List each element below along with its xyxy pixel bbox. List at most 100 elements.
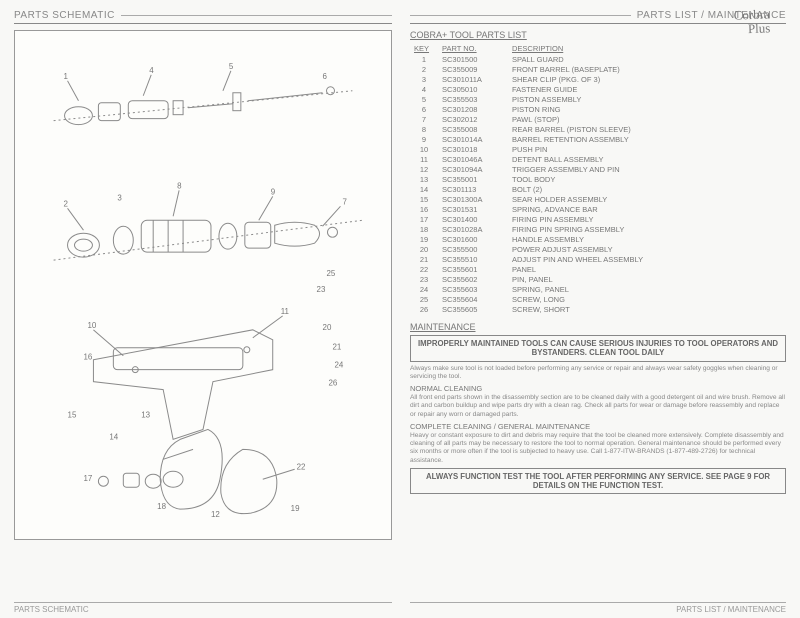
cell-key: 22 — [410, 264, 438, 274]
svg-text:23: 23 — [317, 285, 326, 294]
col-part: PART NO. — [438, 43, 508, 54]
schematic-svg: 1 4 5 6 2 3 8 9 7 10 11 20 21 24 26 13 1 — [15, 31, 391, 539]
cell-partno: SC355602 — [438, 274, 508, 284]
table-row: 22SC355601PANEL — [410, 264, 786, 274]
cell-key: 16 — [410, 204, 438, 214]
left-footer-text: PARTS SCHEMATIC — [14, 605, 89, 614]
cell-partno: SC355605 — [438, 304, 508, 314]
cell-partno: SC301300A — [438, 194, 508, 204]
cell-desc: DETENT BALL ASSEMBLY — [508, 154, 786, 164]
cell-desc: SPRING, ADVANCE BAR — [508, 204, 786, 214]
svg-text:7: 7 — [342, 197, 347, 206]
table-row: 11SC301046ADETENT BALL ASSEMBLY — [410, 154, 786, 164]
cell-key: 19 — [410, 234, 438, 244]
right-page: Corbra Plus PARTS LIST / MAINTENANCE COB… — [400, 0, 800, 618]
left-page: PARTS SCHEMATIC — [0, 0, 400, 618]
cell-partno: SC355603 — [438, 284, 508, 294]
cell-partno: SC301011A — [438, 74, 508, 84]
cell-partno: SC301500 — [438, 54, 508, 64]
cell-partno: SC301531 — [438, 204, 508, 214]
cell-key: 6 — [410, 104, 438, 114]
svg-text:17: 17 — [83, 474, 92, 483]
cell-key: 23 — [410, 274, 438, 284]
svg-text:16: 16 — [83, 353, 92, 362]
table-row: 3SC301011ASHEAR CLIP (PKG. OF 3) — [410, 74, 786, 84]
cell-key: 25 — [410, 294, 438, 304]
cell-partno: SC355009 — [438, 64, 508, 74]
cell-key: 5 — [410, 94, 438, 104]
table-row: 13SC355001TOOL BODY — [410, 174, 786, 184]
cell-desc: PAWL (STOP) — [508, 114, 786, 124]
cell-key: 21 — [410, 254, 438, 264]
cell-key: 12 — [410, 164, 438, 174]
left-title-text: PARTS SCHEMATIC — [14, 10, 115, 21]
cell-key: 17 — [410, 214, 438, 224]
right-section-title: PARTS LIST / MAINTENANCE — [410, 10, 786, 24]
right-footer: PARTS LIST / MAINTENANCE — [410, 602, 786, 614]
cell-key: 26 — [410, 304, 438, 314]
cell-partno: SC302012 — [438, 114, 508, 124]
maint-body-2: All front end parts shown in the disasse… — [410, 394, 786, 419]
parts-table: KEY PART NO. DESCRIPTION 1SC301500SPALL … — [410, 43, 786, 314]
cell-key: 14 — [410, 184, 438, 194]
svg-text:15: 15 — [68, 410, 77, 419]
cell-desc: SPRING, PANEL — [508, 284, 786, 294]
cell-partno: SC301113 — [438, 184, 508, 194]
cell-partno: SC355001 — [438, 174, 508, 184]
cell-key: 4 — [410, 84, 438, 94]
cell-partno: SC355604 — [438, 294, 508, 304]
svg-text:14: 14 — [109, 432, 118, 441]
cell-desc: SPALL GUARD — [508, 54, 786, 64]
table-row: 7SC302012PAWL (STOP) — [410, 114, 786, 124]
svg-text:9: 9 — [271, 187, 276, 196]
svg-text:22: 22 — [297, 462, 306, 471]
cell-partno: SC301046A — [438, 154, 508, 164]
svg-text:12: 12 — [211, 510, 220, 519]
svg-text:5: 5 — [229, 62, 234, 71]
cell-key: 15 — [410, 194, 438, 204]
cell-desc: PISTON ASSEMBLY — [508, 94, 786, 104]
cell-partno: SC301208 — [438, 104, 508, 114]
cell-partno: SC355500 — [438, 244, 508, 254]
cell-desc: SCREW, SHORT — [508, 304, 786, 314]
svg-text:19: 19 — [291, 504, 300, 513]
svg-text:25: 25 — [327, 269, 336, 278]
maint-body-3: Heavy or constant exposure to dirt and d… — [410, 432, 786, 465]
cell-key: 1 — [410, 54, 438, 64]
cell-desc: PISTON RING — [508, 104, 786, 114]
svg-text:3: 3 — [117, 193, 122, 202]
cell-partno: SC301600 — [438, 234, 508, 244]
cell-desc: SHEAR CLIP (PKG. OF 3) — [508, 74, 786, 84]
cell-key: 7 — [410, 114, 438, 124]
svg-text:4: 4 — [149, 66, 154, 75]
svg-text:11: 11 — [281, 307, 290, 316]
schematic-diagram: 1 4 5 6 2 3 8 9 7 10 11 20 21 24 26 13 1 — [14, 30, 392, 540]
cell-partno: SC301094A — [438, 164, 508, 174]
handwritten-line2: Plus — [734, 22, 771, 38]
cell-desc: HANDLE ASSEMBLY — [508, 234, 786, 244]
cell-desc: PANEL — [508, 264, 786, 274]
cell-key: 9 — [410, 134, 438, 144]
title-rule — [121, 15, 392, 16]
cell-desc: REAR BARREL (PISTON SLEEVE) — [508, 124, 786, 134]
svg-text:8: 8 — [177, 181, 182, 190]
cell-partno: SC301028A — [438, 224, 508, 234]
cell-desc: ADJUST PIN AND WHEEL ASSEMBLY — [508, 254, 786, 264]
maintenance-heading: MAINTENANCE — [410, 322, 786, 332]
table-row: 21SC355510ADJUST PIN AND WHEEL ASSEMBLY — [410, 254, 786, 264]
svg-text:1: 1 — [64, 72, 69, 81]
svg-text:6: 6 — [323, 72, 328, 81]
table-row: 23SC355602PIN, PANEL — [410, 274, 786, 284]
table-row: 25SC355604SCREW, LONG — [410, 294, 786, 304]
cell-key: 8 — [410, 124, 438, 134]
cell-desc: FASTENER GUIDE — [508, 84, 786, 94]
cell-desc: PIN, PANEL — [508, 274, 786, 284]
cell-desc: BARREL RETENTION ASSEMBLY — [508, 134, 786, 144]
maint-body-1: Always make sure tool is not loaded befo… — [410, 365, 786, 381]
table-row: 1SC301500SPALL GUARD — [410, 54, 786, 64]
cell-partno: SC355510 — [438, 254, 508, 264]
table-row: 20SC355500POWER ADJUST ASSEMBLY — [410, 244, 786, 254]
table-row: 26SC355605SCREW, SHORT — [410, 304, 786, 314]
cell-partno: SC301014A — [438, 134, 508, 144]
table-row: 19SC301600HANDLE ASSEMBLY — [410, 234, 786, 244]
